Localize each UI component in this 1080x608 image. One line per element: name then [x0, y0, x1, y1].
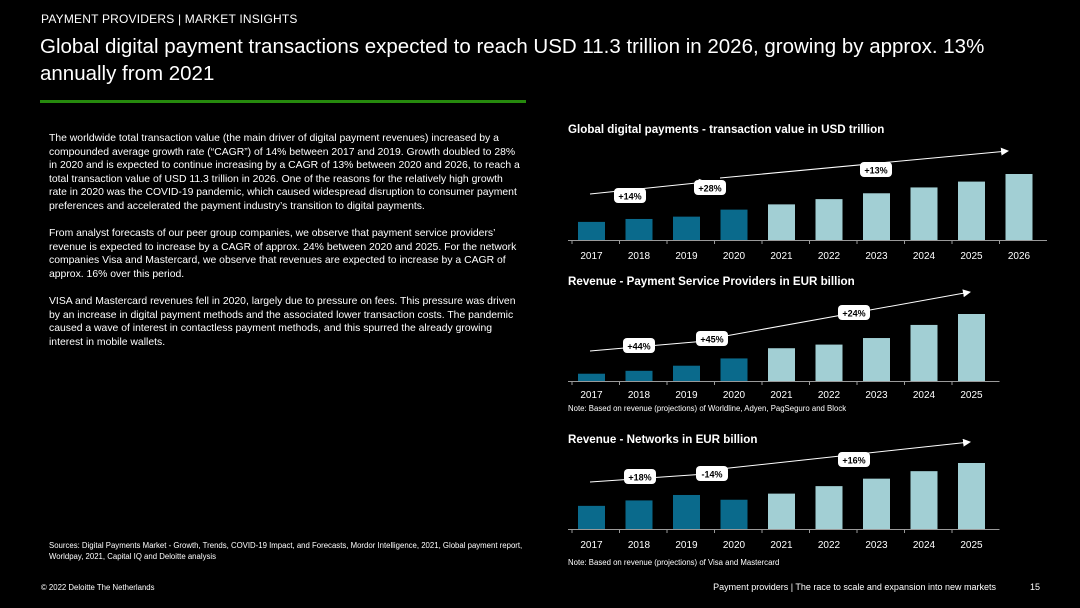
bar-2019 — [673, 365, 700, 381]
chart-2-note: Note: Based on revenue (projections) of … — [568, 404, 847, 413]
bar-2018 — [625, 218, 653, 240]
bar-2020 — [720, 209, 748, 240]
svg-text:-14%: -14% — [701, 470, 722, 480]
bar-2022 — [815, 344, 843, 381]
svg-text:+16%: +16% — [842, 456, 865, 466]
bar-2019 — [673, 494, 700, 529]
tick-label-2019: 2019 — [675, 540, 698, 551]
chart-3-title: Revenue - Networks in EUR billion — [568, 433, 758, 446]
growth-label-3: +13% — [860, 162, 892, 177]
tick-label-2022: 2022 — [818, 251, 841, 262]
tick-label-2023: 2023 — [865, 390, 888, 401]
growth-label-3: +24% — [838, 305, 870, 320]
bar-2024 — [910, 187, 938, 240]
svg-text:+44%: +44% — [627, 342, 650, 352]
page-title: Global digital payment transactions expe… — [40, 35, 985, 85]
tick-label-2023: 2023 — [865, 251, 888, 262]
tick-label-2021: 2021 — [770, 390, 793, 401]
bar-2018 — [625, 500, 653, 529]
bar-2025 — [958, 463, 985, 529]
tick-label-2024: 2024 — [913, 540, 936, 551]
tick-label-2024: 2024 — [913, 251, 936, 262]
bar-2020 — [720, 358, 748, 381]
bar-2023 — [863, 193, 890, 240]
growth-label-1: +44% — [623, 338, 655, 353]
bar-2021 — [768, 204, 795, 240]
chart-1-title: Global digital payments - transaction va… — [568, 123, 885, 136]
tick-label-2017: 2017 — [580, 390, 603, 401]
growth-label-1: +14% — [614, 188, 646, 203]
tick-label-2020: 2020 — [723, 390, 746, 401]
tick-label-2020: 2020 — [723, 251, 746, 262]
bar-2022 — [815, 486, 843, 529]
growth-label-2: -14% — [696, 466, 728, 481]
bar-2024 — [910, 324, 938, 381]
tick-label-2026: 2026 — [1008, 251, 1031, 262]
svg-text:+28%: +28% — [698, 184, 721, 194]
eyebrow: PAYMENT PROVIDERS | MARKET INSIGHTS — [41, 12, 298, 26]
bar-2017 — [578, 373, 605, 381]
chart-1-transaction-value: 2017 2018 2019 2020 2021 2022 2023 2024 2025 2026… — [568, 147, 1047, 262]
tick-label-2021: 2021 — [770, 540, 793, 551]
paragraph-2: From analyst forecasts of our peer group… — [49, 228, 517, 280]
tick-label-2025: 2025 — [960, 540, 983, 551]
bar-2019 — [673, 216, 700, 240]
title-underline — [40, 100, 526, 103]
tick-label-2020: 2020 — [723, 540, 746, 551]
tick-label-2019: 2019 — [675, 251, 698, 262]
sources-text: Sources: Digital Payments Market - Growt… — [49, 541, 523, 561]
tick-label-2018: 2018 — [628, 390, 651, 401]
tick-label-2018: 2018 — [628, 251, 651, 262]
growth-arrow-1 — [589, 178, 707, 195]
svg-text:+18%: +18% — [628, 473, 651, 483]
svg-text:+13%: +13% — [864, 166, 887, 176]
bar-2026 — [1005, 174, 1033, 240]
page-number: 15 — [1029, 582, 1040, 592]
growth-label-2: +45% — [696, 331, 728, 346]
bar-2023 — [863, 338, 890, 381]
tick-label-2022: 2022 — [818, 390, 841, 401]
tick-label-2018: 2018 — [628, 540, 651, 551]
bar-2017 — [578, 505, 605, 529]
body-text: The worldwide total transaction value (t… — [49, 132, 523, 363]
growth-label-1: +18% — [624, 469, 656, 484]
bar-2022 — [815, 199, 843, 240]
footer-tagline: Payment providers | The race to scale an… — [713, 582, 996, 592]
bar-2021 — [768, 493, 795, 529]
tick-label-2022: 2022 — [818, 540, 841, 551]
chart-3-networks-revenue: 2017 2018 2019 2020 2021 2022 2023 2024 2025 +18%… — [568, 438, 1000, 551]
tick-label-2023: 2023 — [865, 540, 888, 551]
chart-2-title: Revenue - Payment Service Providers in E… — [568, 275, 855, 288]
bar-2018 — [625, 370, 653, 381]
bar-2023 — [863, 478, 890, 529]
bar-2025 — [958, 314, 985, 381]
tick-label-2017: 2017 — [580, 251, 603, 262]
bar-2025 — [958, 181, 985, 240]
tick-label-2021: 2021 — [770, 251, 793, 262]
chart-2-psp-revenue: 2017 2018 2019 2020 2021 2022 2023 2024 2025 +44%… — [568, 289, 1000, 401]
bar-2024 — [910, 471, 938, 529]
paragraph-1: The worldwide total transaction value (t… — [49, 133, 520, 212]
tick-label-2019: 2019 — [675, 390, 698, 401]
bar-2020 — [720, 499, 748, 529]
growth-label-2: +28% — [694, 180, 726, 195]
svg-text:+45%: +45% — [700, 335, 723, 345]
svg-text:+14%: +14% — [618, 192, 641, 202]
svg-text:+24%: +24% — [842, 309, 865, 319]
tick-label-2024: 2024 — [913, 390, 936, 401]
bar-2017 — [578, 221, 605, 240]
tick-label-2017: 2017 — [580, 540, 603, 551]
tick-label-2025: 2025 — [960, 390, 983, 401]
tick-label-2025: 2025 — [960, 251, 983, 262]
copyright: © 2022 Deloitte The Netherlands — [41, 583, 155, 592]
chart-3-note: Note: Based on revenue (projections) of … — [568, 558, 780, 567]
growth-label-3: +16% — [838, 452, 870, 467]
paragraph-3: VISA and Mastercard revenues fell in 202… — [49, 296, 516, 348]
bar-2021 — [768, 348, 795, 381]
